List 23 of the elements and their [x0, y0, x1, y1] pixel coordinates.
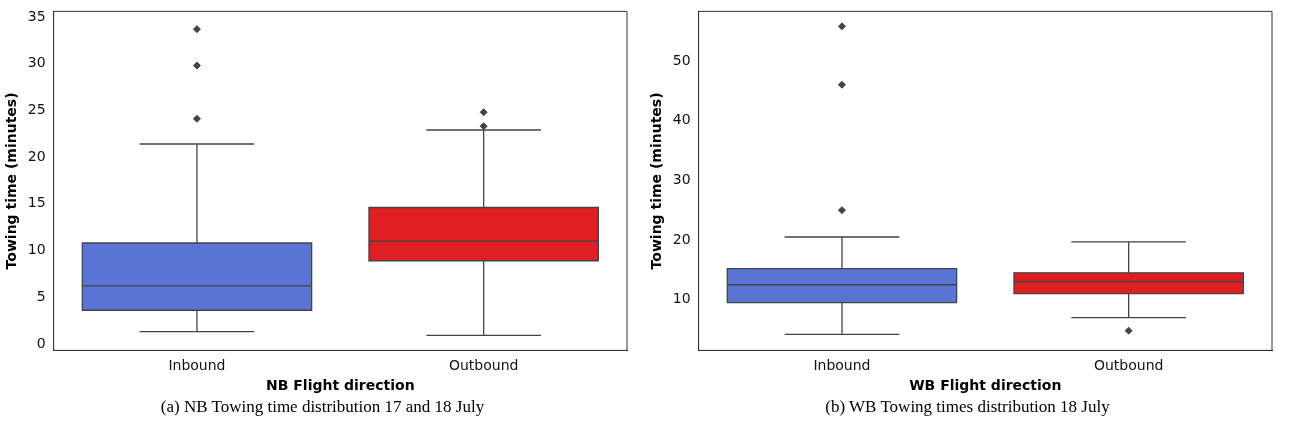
y-tick-label: 30 [672, 170, 691, 187]
y-tick-label: 50 [672, 51, 691, 68]
x-axis-title: WB Flight direction [909, 377, 1062, 394]
y-tick-label: 25 [27, 101, 46, 118]
y-tick-label: 40 [672, 111, 691, 128]
y-tick-label: 35 [27, 7, 46, 24]
x-tick-label: Inbound [168, 357, 226, 374]
y-tick-label: 0 [36, 334, 46, 351]
y-tick-label: 5 [36, 287, 46, 304]
y-tick-label: 10 [27, 241, 46, 258]
x-tick-label: Outbound [448, 357, 519, 374]
text: (b) WB Towing times distribution 18 July [824, 397, 1111, 417]
y-tick-label: 10 [672, 290, 691, 307]
y-tick-label: 20 [672, 230, 691, 247]
y-axis-title: Towing time (minutes) [3, 92, 20, 270]
y-axis-title: Towing time (minutes) [648, 92, 665, 270]
y-tick-label: 15 [27, 194, 46, 211]
x-tick-label: Outbound [1093, 357, 1164, 374]
y-tick-label: 30 [27, 54, 46, 71]
x-tick-label: Inbound [813, 357, 871, 374]
y-tick-label: 20 [27, 147, 46, 164]
x-axis-title: NB Flight direction [266, 377, 415, 394]
text: (a) NB Towing time distribution 17 and 18 July [159, 397, 486, 417]
